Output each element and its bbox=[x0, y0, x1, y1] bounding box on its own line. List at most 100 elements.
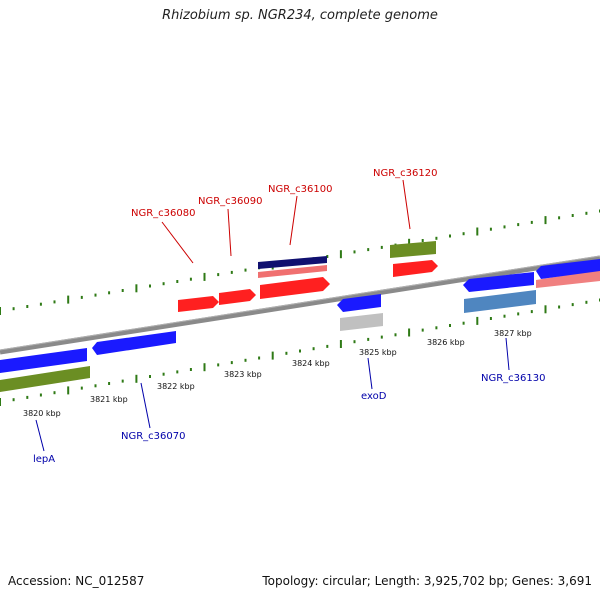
upper-minor-tick bbox=[558, 216, 561, 220]
genome-backbone bbox=[0, 255, 600, 355]
gene-label-ngr-c36120[interactable]: NGR_c36120 bbox=[373, 168, 438, 179]
lower-minor-tick bbox=[162, 372, 165, 376]
upper-minor-tick bbox=[435, 236, 438, 240]
kbp-label-3827: 3827 kbp bbox=[494, 329, 532, 338]
lower-major-tick bbox=[203, 363, 206, 372]
upper-minor-tick bbox=[517, 223, 520, 227]
lower-minor-tick bbox=[285, 351, 288, 355]
label-line-exoD bbox=[367, 357, 373, 390]
gene-label-ngr-c36070[interactable]: NGR_c36070 bbox=[121, 431, 186, 442]
upper-major-tick bbox=[476, 227, 479, 236]
upper-minor-tick bbox=[230, 270, 233, 274]
kbp-label-3820: 3820 kbp bbox=[23, 409, 61, 418]
topology-text: Topology: circular; Length: 3,925,702 bp… bbox=[262, 574, 592, 588]
upper-minor-tick bbox=[94, 293, 97, 297]
gene-ngr-c36090[interactable] bbox=[219, 289, 256, 305]
upper-minor-tick bbox=[326, 255, 329, 258]
upper-major-tick bbox=[0, 307, 1, 315]
lower-minor-tick bbox=[380, 335, 383, 339]
lower-minor-tick bbox=[462, 321, 465, 325]
gene-ngr-c36100-salmon[interactable] bbox=[258, 265, 327, 278]
upper-minor-tick bbox=[367, 248, 370, 252]
lower-major-tick bbox=[544, 305, 547, 314]
kbp-label-3822: 3822 kbp bbox=[157, 382, 195, 391]
upper-minor-tick bbox=[462, 232, 465, 236]
gene-label-exoD[interactable]: exoD bbox=[361, 391, 387, 402]
kbp-label-3825: 3825 kbp bbox=[359, 348, 397, 357]
gene-ngr-c36120-olive[interactable] bbox=[390, 241, 436, 258]
upper-minor-tick bbox=[12, 307, 15, 311]
gene-ngr-c36100-navy[interactable] bbox=[258, 256, 327, 269]
label-line-ngr-c36120 bbox=[402, 179, 411, 230]
lower-major-tick bbox=[339, 340, 342, 348]
kbp-label-3823: 3823 kbp bbox=[224, 370, 262, 379]
gene-lepA-olive[interactable] bbox=[0, 366, 90, 392]
gene-ngr-c36120[interactable] bbox=[393, 260, 438, 277]
gene-label-lepA[interactable]: lepA bbox=[33, 454, 55, 465]
kbp-label-3821: 3821 kbp bbox=[90, 395, 128, 404]
gene-label-ngr-c36080[interactable]: NGR_c36080 bbox=[131, 208, 196, 219]
upper-minor-tick bbox=[149, 284, 151, 288]
upper-minor-tick bbox=[80, 295, 83, 299]
upper-minor-tick bbox=[571, 214, 574, 217]
lower-major-tick bbox=[67, 386, 70, 395]
gene-exoD[interactable] bbox=[337, 294, 381, 312]
lower-major-tick bbox=[476, 316, 479, 325]
lower-minor-tick bbox=[435, 326, 438, 330]
gene-ngr-c36070[interactable] bbox=[92, 331, 176, 355]
page-title: Rhizobium sp. NGR234, complete genome bbox=[162, 8, 438, 23]
upper-minor-tick bbox=[53, 300, 56, 304]
lower-minor-tick bbox=[244, 358, 247, 362]
gene-ngr-c36130-pink[interactable] bbox=[536, 270, 600, 288]
lower-minor-tick bbox=[53, 391, 56, 395]
lower-minor-tick bbox=[217, 363, 220, 367]
upper-major-tick bbox=[203, 272, 206, 281]
upper-minor-tick bbox=[449, 234, 451, 238]
gene-label-ngr-c36130[interactable]: NGR_c36130 bbox=[481, 373, 546, 384]
upper-major-tick bbox=[67, 295, 70, 304]
upper-minor-tick bbox=[162, 282, 165, 286]
lower-tick-row bbox=[0, 298, 600, 406]
upper-minor-tick bbox=[26, 305, 29, 308]
lower-minor-tick bbox=[367, 337, 370, 341]
upper-minor-tick bbox=[585, 211, 588, 215]
lower-minor-tick bbox=[80, 386, 83, 390]
lower-major-tick bbox=[408, 328, 411, 337]
lower-minor-tick bbox=[394, 333, 397, 337]
upper-major-tick bbox=[544, 216, 547, 225]
lower-minor-tick bbox=[299, 349, 301, 353]
lower-minor-tick bbox=[258, 356, 261, 360]
kbp-label-3824: 3824 kbp bbox=[292, 359, 330, 368]
gene-label-ngr-c36090[interactable]: NGR_c36090 bbox=[198, 196, 263, 207]
gene-label-ngr-c36100[interactable]: NGR_c36100 bbox=[268, 184, 333, 195]
lower-minor-tick bbox=[312, 347, 315, 351]
lower-minor-tick bbox=[585, 300, 588, 304]
lower-minor-tick bbox=[149, 375, 151, 378]
lower-major-tick bbox=[135, 374, 138, 383]
label-line-ngr-c36130 bbox=[505, 337, 510, 371]
lower-minor-tick bbox=[26, 395, 29, 399]
upper-minor-tick bbox=[244, 268, 247, 272]
gene-ngr-c36130-steel[interactable] bbox=[464, 290, 536, 313]
accession-text: Accession: NC_012587 bbox=[8, 574, 145, 588]
lower-minor-tick bbox=[530, 310, 533, 314]
lower-minor-tick bbox=[189, 368, 192, 371]
gene-ngr-c36080[interactable] bbox=[178, 296, 219, 312]
lower-minor-tick bbox=[421, 328, 424, 332]
label-line-ngr-c36100 bbox=[289, 195, 298, 246]
lower-major-tick bbox=[0, 398, 1, 406]
gene-lepA-top[interactable] bbox=[0, 348, 87, 373]
gene-ngr-c36100[interactable] bbox=[260, 277, 330, 299]
upper-minor-tick bbox=[530, 220, 533, 224]
lower-minor-tick bbox=[558, 305, 561, 309]
gene-ngr-c36130[interactable] bbox=[463, 272, 534, 292]
lower-minor-tick bbox=[449, 324, 451, 327]
lower-minor-tick bbox=[108, 382, 111, 385]
lower-minor-tick bbox=[503, 314, 506, 318]
upper-major-tick bbox=[408, 238, 411, 247]
lower-minor-tick bbox=[39, 393, 42, 397]
gene-exoD-grey[interactable] bbox=[340, 313, 383, 331]
gene-ngr-c36130-right[interactable] bbox=[536, 259, 600, 279]
upper-major-tick bbox=[339, 250, 342, 259]
